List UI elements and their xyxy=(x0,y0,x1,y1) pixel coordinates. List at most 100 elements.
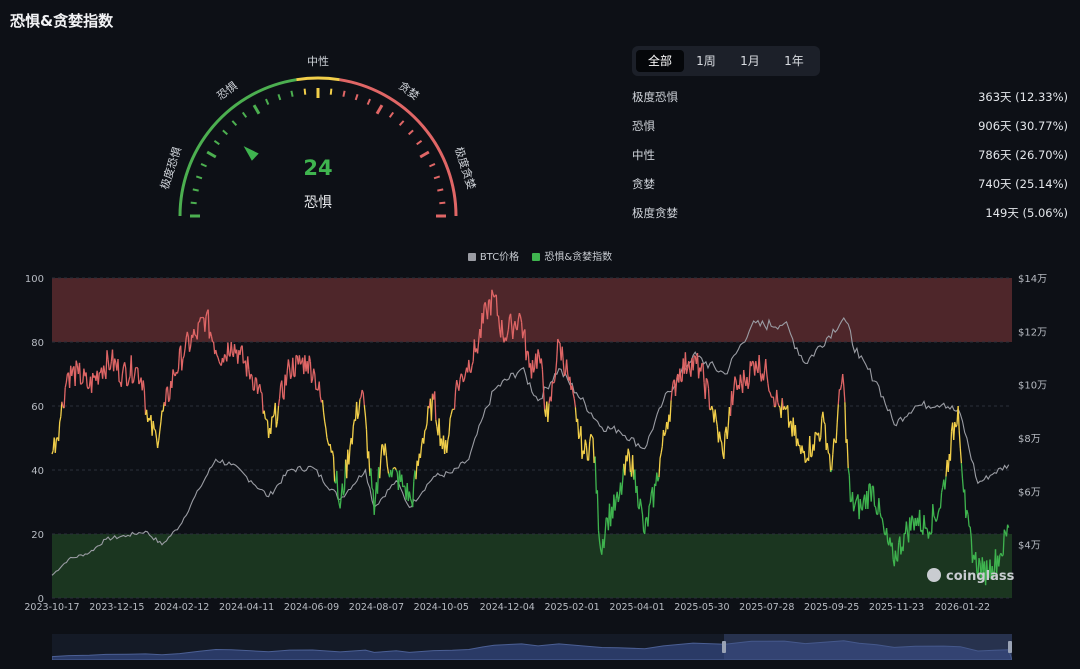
index-segment xyxy=(205,311,208,317)
x-axis: 2023-10-17 2023-12-15 2024-02-12 2024-04-11… xyxy=(24,602,990,613)
gauge-zone-label: 贪婪 xyxy=(396,78,422,102)
index-segment xyxy=(138,381,141,385)
index-segment xyxy=(953,421,956,440)
tab-1y[interactable]: 1年 xyxy=(784,54,804,68)
index-segment xyxy=(491,289,494,295)
index-segment xyxy=(584,439,588,446)
index-segment xyxy=(674,379,678,397)
index-segment xyxy=(939,492,943,509)
index-segment xyxy=(423,430,426,444)
index-segment xyxy=(663,432,667,436)
x-tick-label: 2025-05-30 xyxy=(674,602,729,613)
index-segment xyxy=(60,401,63,417)
index-segment xyxy=(684,352,688,374)
tab-1m[interactable]: 1月 xyxy=(740,54,760,68)
index-segment xyxy=(51,450,54,455)
index-segment xyxy=(63,387,66,409)
index-segment xyxy=(987,577,990,579)
index-segment xyxy=(669,400,672,422)
index-segment xyxy=(827,452,830,455)
index-segment xyxy=(224,354,227,357)
index-segment xyxy=(562,362,566,376)
legend-label-btc: BTC价格 xyxy=(479,252,520,263)
zone-band xyxy=(52,534,1012,598)
index-segment xyxy=(706,380,710,389)
legend-item-btc[interactable]: BTC价格 xyxy=(467,248,520,263)
index-segment xyxy=(448,418,451,435)
index-segment xyxy=(556,338,559,361)
x-tick-label: 2025-09-25 xyxy=(804,602,859,613)
index-segment xyxy=(747,382,750,389)
index-segment xyxy=(937,508,941,513)
index-segment xyxy=(891,542,894,560)
index-segment xyxy=(693,355,696,357)
index-segment xyxy=(339,496,342,509)
index-segment xyxy=(272,414,275,418)
index-segment xyxy=(660,446,663,454)
index-segment xyxy=(848,475,852,503)
index-segment xyxy=(381,443,384,446)
index-segment xyxy=(558,341,561,344)
index-segment xyxy=(670,388,673,401)
right-tick-label: $14万 xyxy=(1018,274,1047,285)
index-segment xyxy=(902,533,905,552)
index-segment xyxy=(851,492,855,512)
stat-row-extreme-greed: 极度贪婪 149天 (5.06%) xyxy=(632,200,1068,229)
index-segment xyxy=(331,450,335,457)
index-segment xyxy=(751,360,755,363)
index-segment xyxy=(959,448,963,464)
stat-label: 中性 xyxy=(632,148,655,162)
range-navigator[interactable] xyxy=(52,634,1012,660)
tab-all[interactable]: 全部 xyxy=(636,50,684,72)
x-tick-label: 2025-02-01 xyxy=(545,602,600,613)
index-segment xyxy=(261,393,264,414)
gauge-label: 恐惧 xyxy=(304,195,332,211)
navigator-handle-left[interactable] xyxy=(722,641,726,653)
tab-1w[interactable]: 1周 xyxy=(696,54,716,68)
index-segment xyxy=(274,402,277,428)
index-segment xyxy=(176,369,180,374)
index-segment xyxy=(701,362,704,365)
legend-item-index[interactable]: 恐惧&贪婪指数 xyxy=(532,248,612,263)
index-segment xyxy=(685,368,689,374)
index-segment xyxy=(435,419,438,427)
index-segment xyxy=(486,300,490,320)
index-segment xyxy=(365,429,369,459)
index-segment xyxy=(143,390,147,415)
index-segment xyxy=(910,515,913,531)
index-segment xyxy=(978,558,981,564)
index-segment xyxy=(159,421,162,432)
gauge-tick xyxy=(200,163,207,168)
index-segment xyxy=(156,440,160,449)
index-segment xyxy=(604,517,607,534)
index-segment xyxy=(532,367,536,373)
navigator-selection[interactable] xyxy=(724,634,1012,660)
index-segment xyxy=(470,365,473,373)
gauge-tick xyxy=(366,98,371,105)
navigator-handle-right[interactable] xyxy=(1008,641,1012,653)
legend-swatch-icon xyxy=(467,253,476,261)
index-segment xyxy=(820,418,823,438)
index-segment xyxy=(640,506,644,515)
index-segment xyxy=(732,389,735,406)
index-segment xyxy=(970,538,974,563)
index-segment xyxy=(969,526,972,539)
right-axis: $4万 $6万 $8万 $10万 $12万 $14万 xyxy=(1018,274,1047,552)
index-segment xyxy=(318,381,321,397)
index-segment xyxy=(872,486,876,506)
gauge-tick xyxy=(407,129,414,136)
index-segment xyxy=(263,410,266,419)
index-segment xyxy=(944,476,947,490)
index-segment xyxy=(766,373,769,384)
index-segment xyxy=(649,493,652,504)
distribution-stats: 极度恐惧 363天 (12.33%) 恐惧 906天 (30.77%) 中性 786天… xyxy=(632,84,1068,229)
index-segment xyxy=(833,438,836,442)
fear-greed-chart[interactable]: 0 20 40 60 80 100 $4万 $6万 $8万 $10万 $12万 $14万 2023-… xyxy=(0,262,1080,632)
index-segment xyxy=(835,422,838,444)
index-segment xyxy=(512,325,515,340)
index-segment xyxy=(776,389,779,403)
index-segment xyxy=(276,405,280,422)
index-segment xyxy=(975,552,978,572)
index-segment xyxy=(74,360,77,387)
gauge-tick xyxy=(195,175,203,180)
